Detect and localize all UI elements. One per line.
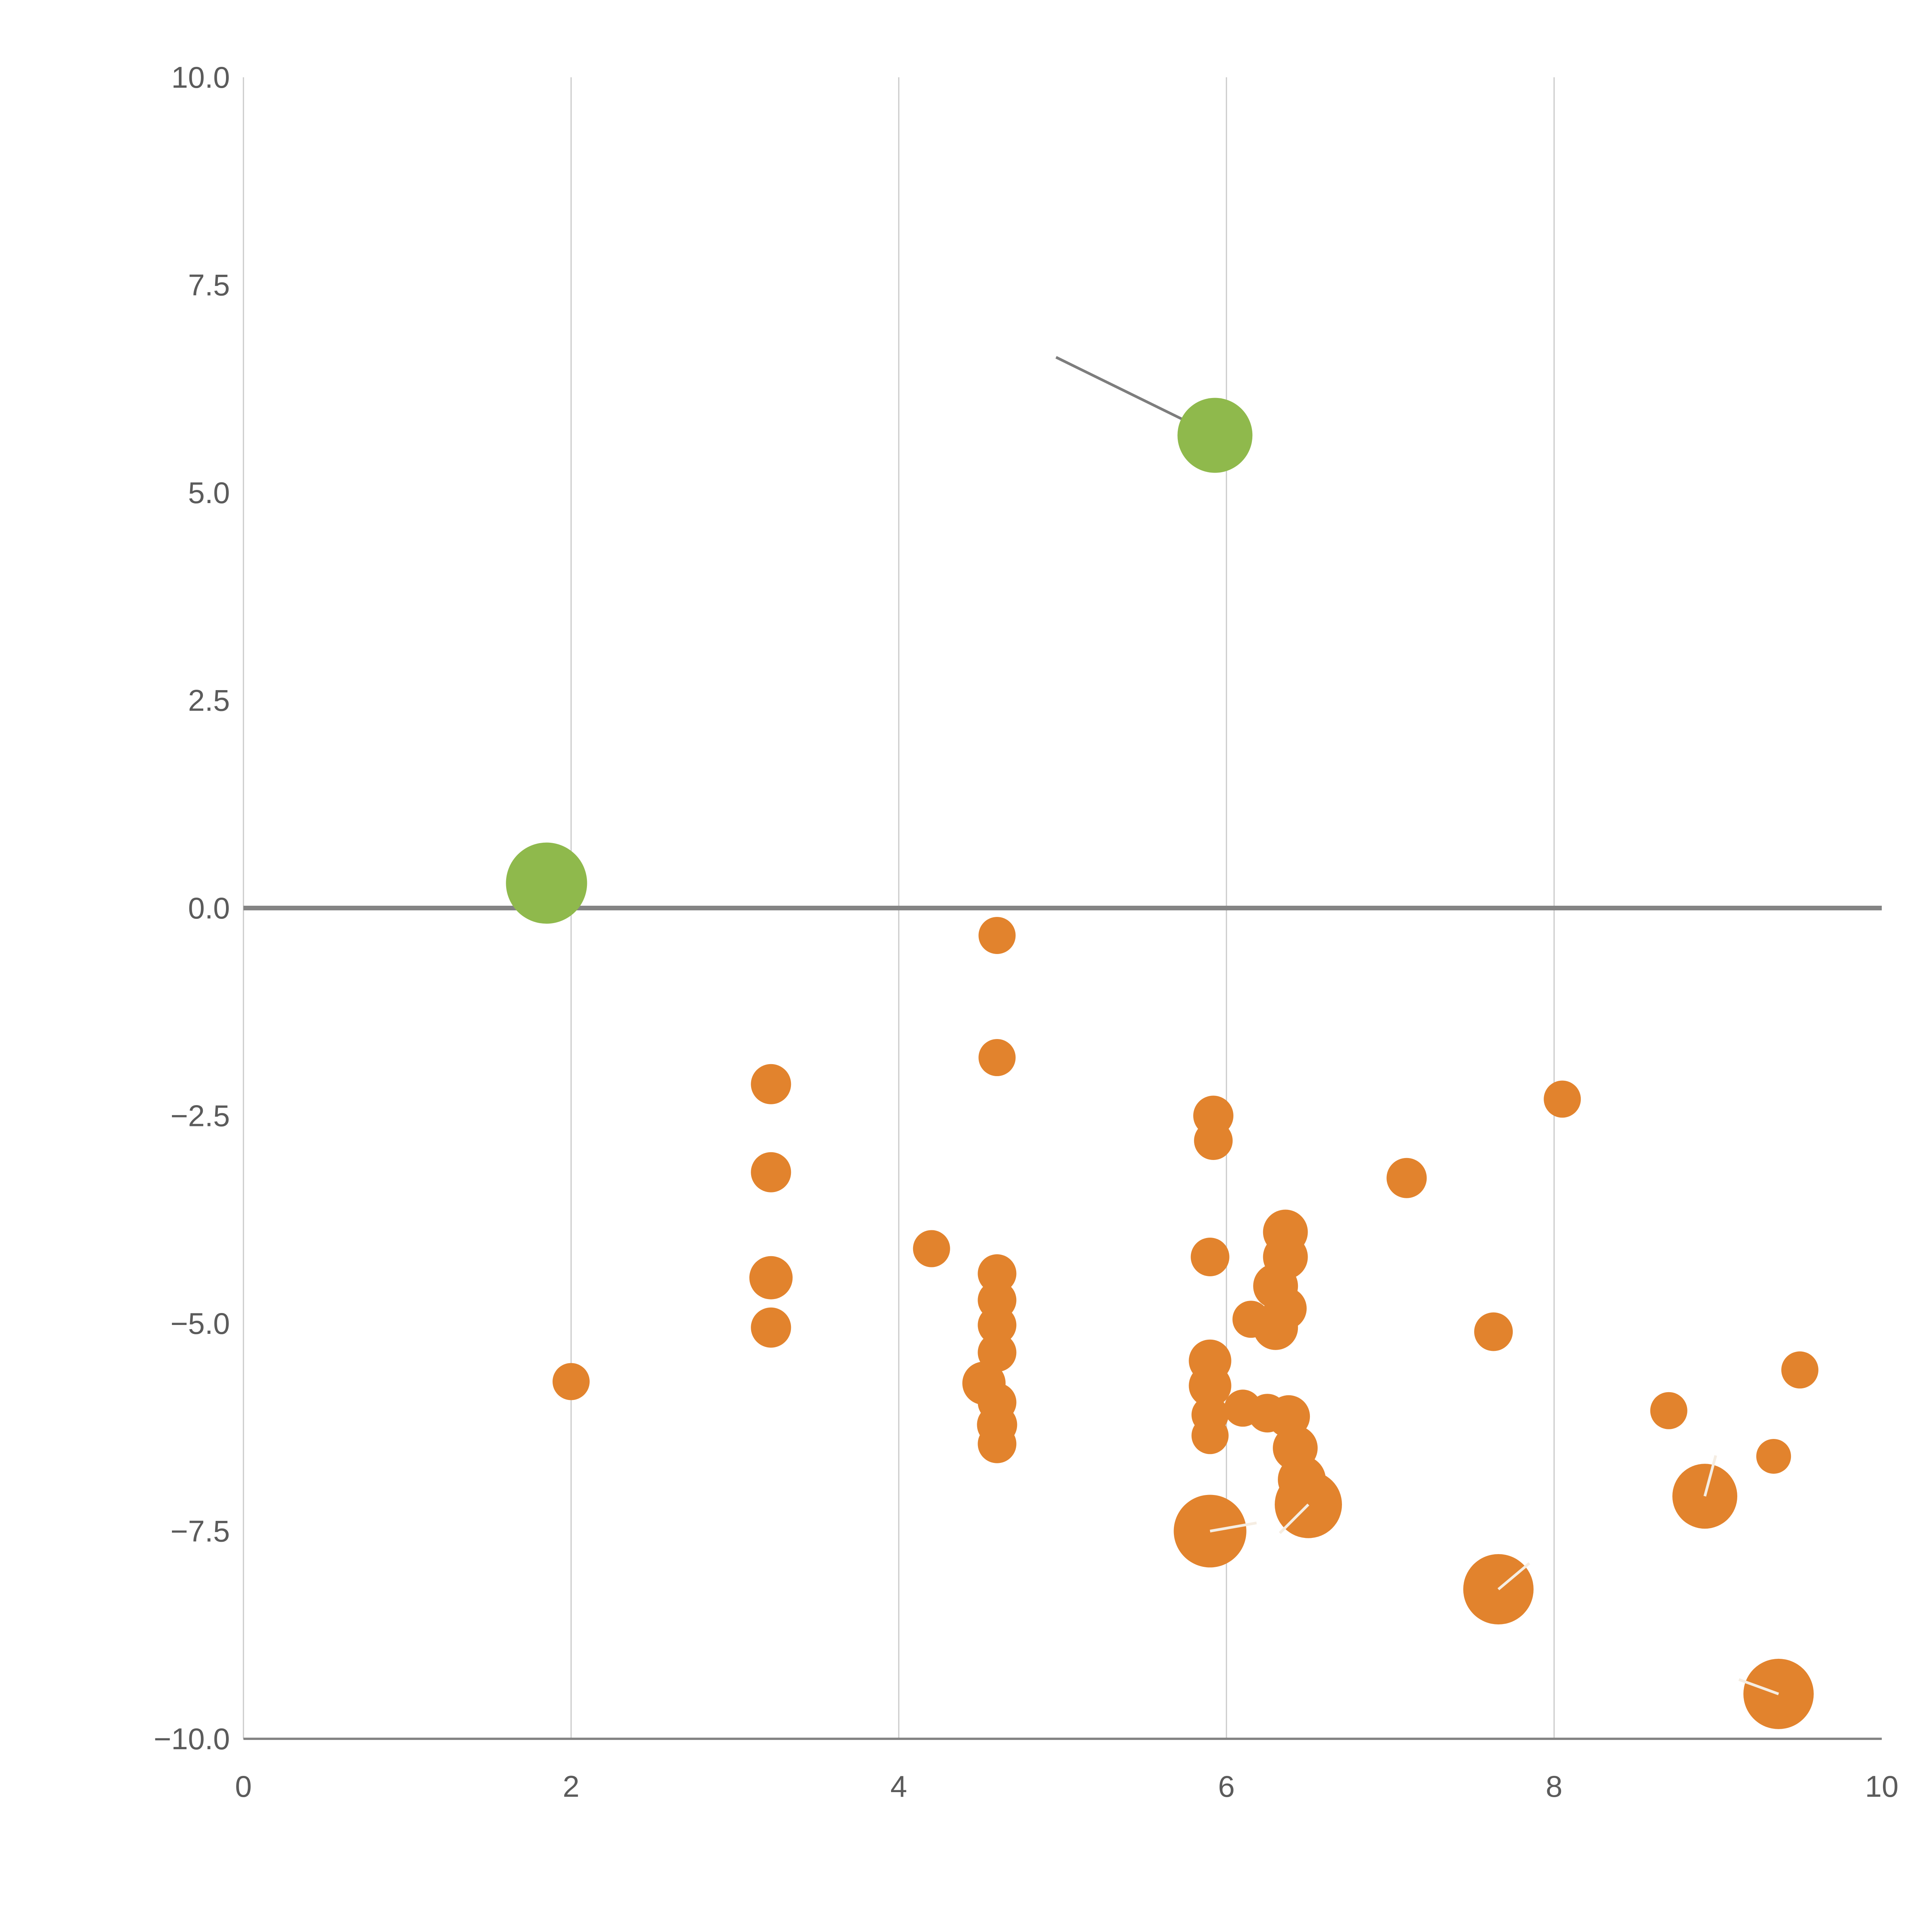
orange-bubble[interactable]	[978, 1039, 1016, 1076]
y-tick-label: 10.0	[171, 60, 230, 94]
x-tick-label: 0	[235, 1769, 252, 1803]
bubble-needle	[1497, 1562, 1531, 1590]
y-tick-label: 0.0	[188, 891, 230, 925]
y-tick-label: −7.5	[170, 1514, 230, 1548]
y-tick-label: −2.5	[170, 1099, 230, 1133]
y-tick-label: 2.5	[188, 684, 230, 718]
orange-bubble[interactable]	[553, 1363, 590, 1400]
orange-bubble[interactable]	[1189, 1364, 1231, 1407]
orange-bubble[interactable]	[1386, 1158, 1427, 1198]
orange-bubble[interactable]	[1474, 1312, 1513, 1351]
orange-bubble[interactable]	[978, 1254, 1017, 1293]
green-bubble[interactable]	[506, 842, 587, 924]
x-tick-label: 2	[563, 1769, 579, 1803]
orange-bubble[interactable]	[751, 1307, 791, 1348]
y-tick-label: 7.5	[188, 268, 230, 302]
orange-bubble[interactable]	[978, 1306, 1017, 1345]
y-tick-label: 5.0	[188, 476, 230, 510]
orange-bubble[interactable]	[1194, 1121, 1233, 1160]
orange-bubble[interactable]	[751, 1064, 791, 1104]
bubble-needle	[1738, 1678, 1779, 1696]
x-tick-label: 8	[1546, 1769, 1562, 1803]
orange-bubble[interactable]	[749, 1256, 793, 1299]
y-tick-label: −5.0	[170, 1306, 230, 1340]
orange-bubble[interactable]	[1756, 1439, 1791, 1474]
orange-bubble[interactable]	[1650, 1392, 1687, 1429]
x-tick-label: 4	[890, 1769, 907, 1803]
bubble-needle	[1703, 1455, 1717, 1497]
orange-bubble[interactable]	[978, 917, 1016, 954]
green-bubble[interactable]	[1177, 398, 1253, 473]
orange-bubble[interactable]	[1781, 1351, 1818, 1389]
orange-bubble[interactable]	[751, 1152, 791, 1192]
orange-bubble[interactable]	[913, 1230, 950, 1267]
x-tick-label: 10	[1865, 1769, 1899, 1803]
bubble-needle	[1279, 1503, 1310, 1534]
orange-bubble[interactable]	[978, 1424, 1017, 1463]
orange-bubble[interactable]	[1191, 1417, 1229, 1454]
orange-bubble[interactable]	[1544, 1080, 1581, 1118]
x-tick-label: 6	[1218, 1769, 1235, 1803]
y-tick-label: −10.0	[154, 1722, 230, 1756]
orange-bubble[interactable]	[1190, 1238, 1230, 1276]
orange-bubble[interactable]	[1232, 1301, 1270, 1338]
bubble-needle	[1209, 1521, 1257, 1532]
